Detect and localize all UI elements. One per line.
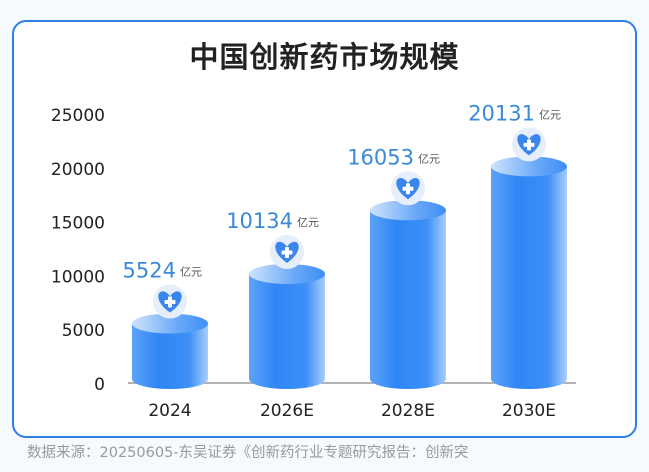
x-tick-label: 2026E	[260, 401, 314, 421]
y-tick-label: 15000	[51, 214, 105, 234]
chart-title: 中国创新药市场规模	[189, 40, 460, 74]
data-label: 16053	[347, 145, 414, 169]
bar-2026E: 10134 亿元 2026E	[226, 209, 325, 421]
bar-body	[370, 210, 446, 389]
data-label: 5524	[123, 259, 176, 283]
y-tick-label: 0	[94, 375, 105, 395]
bar-top	[491, 156, 567, 177]
x-tick-label: 2030E	[502, 401, 556, 421]
y-tick-label: 25000	[51, 106, 105, 126]
x-tick-label: 2028E	[381, 401, 435, 421]
bar-body	[491, 166, 567, 389]
unit-label: 亿元	[180, 266, 202, 279]
y-tick-label: 10000	[51, 267, 105, 287]
data-label: 20131	[468, 101, 535, 125]
unit-label: 亿元	[418, 152, 440, 165]
unit-label: 亿元	[297, 216, 319, 229]
bar-2024: 5524 亿元 2024	[123, 259, 208, 421]
plus-icon-h	[281, 250, 293, 255]
plus-icon-h	[402, 186, 414, 191]
bar-2028E: 16053 亿元 2028E	[347, 145, 446, 421]
bar-body	[249, 273, 325, 389]
bar-top	[132, 313, 208, 334]
y-tick-label: 20000	[51, 160, 105, 180]
bar-body	[132, 323, 208, 389]
plus-icon-h	[164, 300, 176, 305]
bar-top	[370, 200, 446, 221]
bar-top	[249, 263, 325, 284]
unit-label: 亿元	[539, 108, 561, 121]
x-tick-label: 2024	[148, 401, 191, 421]
y-tick-label: 5000	[62, 321, 105, 341]
plus-icon-h	[523, 142, 535, 147]
bar-2030E: 20131 亿元 2030E	[468, 101, 567, 421]
source-note: 数据来源：20250605-东吴证券《创新药行业专题研究报告：创新突	[27, 445, 469, 461]
data-label: 10134	[226, 209, 293, 233]
